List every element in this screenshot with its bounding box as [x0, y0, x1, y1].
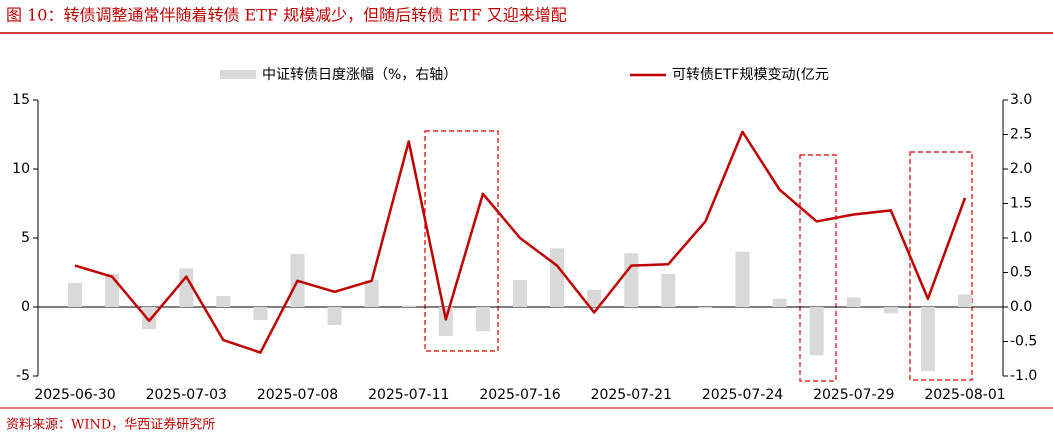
bar — [142, 307, 157, 330]
bar — [698, 307, 713, 309]
y2-tick-label: 1.0 — [1010, 230, 1032, 246]
legend-label: 中证转债日度涨幅（%，右轴） — [262, 67, 457, 83]
y-tick-label: 15 — [12, 92, 30, 108]
y2-tick-label: 2.0 — [1010, 161, 1032, 177]
x-tick-label: 2025-07-11 — [368, 387, 449, 403]
bar — [624, 253, 639, 307]
x-tick-label: 2025-06-30 — [34, 387, 115, 403]
y2-tick-label: 0.5 — [1010, 265, 1032, 281]
line — [74, 130, 967, 354]
source: 资料来源：WIND，华西证券研究所 — [6, 417, 215, 433]
bar — [735, 251, 750, 307]
x-tick-label: 2025-07-21 — [591, 387, 672, 403]
x-tick-label: 2025-07-16 — [479, 387, 560, 403]
bar — [587, 289, 602, 307]
bar — [401, 305, 416, 307]
x-tick-label: 2025-07-03 — [146, 387, 227, 403]
highlight-box — [424, 130, 499, 352]
y-tick-label: -5 — [16, 368, 30, 384]
chart-title: 图 10：转债调整通常伴随着转债 ETF 规模减少，但随后转债 ETF 又迎来增… — [6, 6, 567, 25]
x-tick-label: 2025-07-29 — [813, 387, 894, 403]
bar — [475, 307, 490, 332]
highlight-box — [909, 151, 973, 381]
bar — [438, 307, 453, 336]
y2-tick-label: 0.0 — [1010, 299, 1032, 315]
bar — [513, 280, 527, 307]
bar — [327, 307, 342, 325]
bar — [809, 307, 824, 356]
bar — [920, 307, 935, 372]
y2-tick-label: 1.5 — [1010, 196, 1032, 212]
y-tick-label: 0 — [21, 299, 30, 315]
x-tick-label: 2025-07-24 — [702, 387, 783, 403]
bar — [958, 294, 972, 307]
bar — [772, 298, 787, 307]
y2-tick-label: 3.0 — [1010, 92, 1032, 108]
x-tick-label: 2025-08-01 — [924, 387, 1005, 403]
bar — [364, 280, 379, 307]
bar — [105, 273, 120, 307]
bar — [253, 307, 268, 321]
x-tick-label: 2025-07-08 — [257, 387, 338, 403]
bar — [883, 307, 898, 314]
bar — [179, 268, 194, 307]
bar — [846, 297, 861, 307]
y2-tick-label: -1.0 — [1010, 368, 1037, 384]
highlight-box — [799, 154, 837, 382]
bar — [661, 273, 676, 307]
y2-tick-label: 2.5 — [1010, 127, 1032, 143]
y2-tick-label: -0.5 — [1010, 334, 1037, 350]
bar — [216, 295, 231, 307]
bar — [68, 282, 82, 307]
legend-swatch — [220, 70, 256, 79]
legend-label: 可转债ETF规模变动(亿元 — [672, 67, 829, 83]
y-tick-label: 10 — [12, 161, 30, 177]
y-tick-label: 5 — [21, 230, 30, 246]
annotation-boxes — [424, 130, 973, 382]
bar — [550, 248, 565, 307]
